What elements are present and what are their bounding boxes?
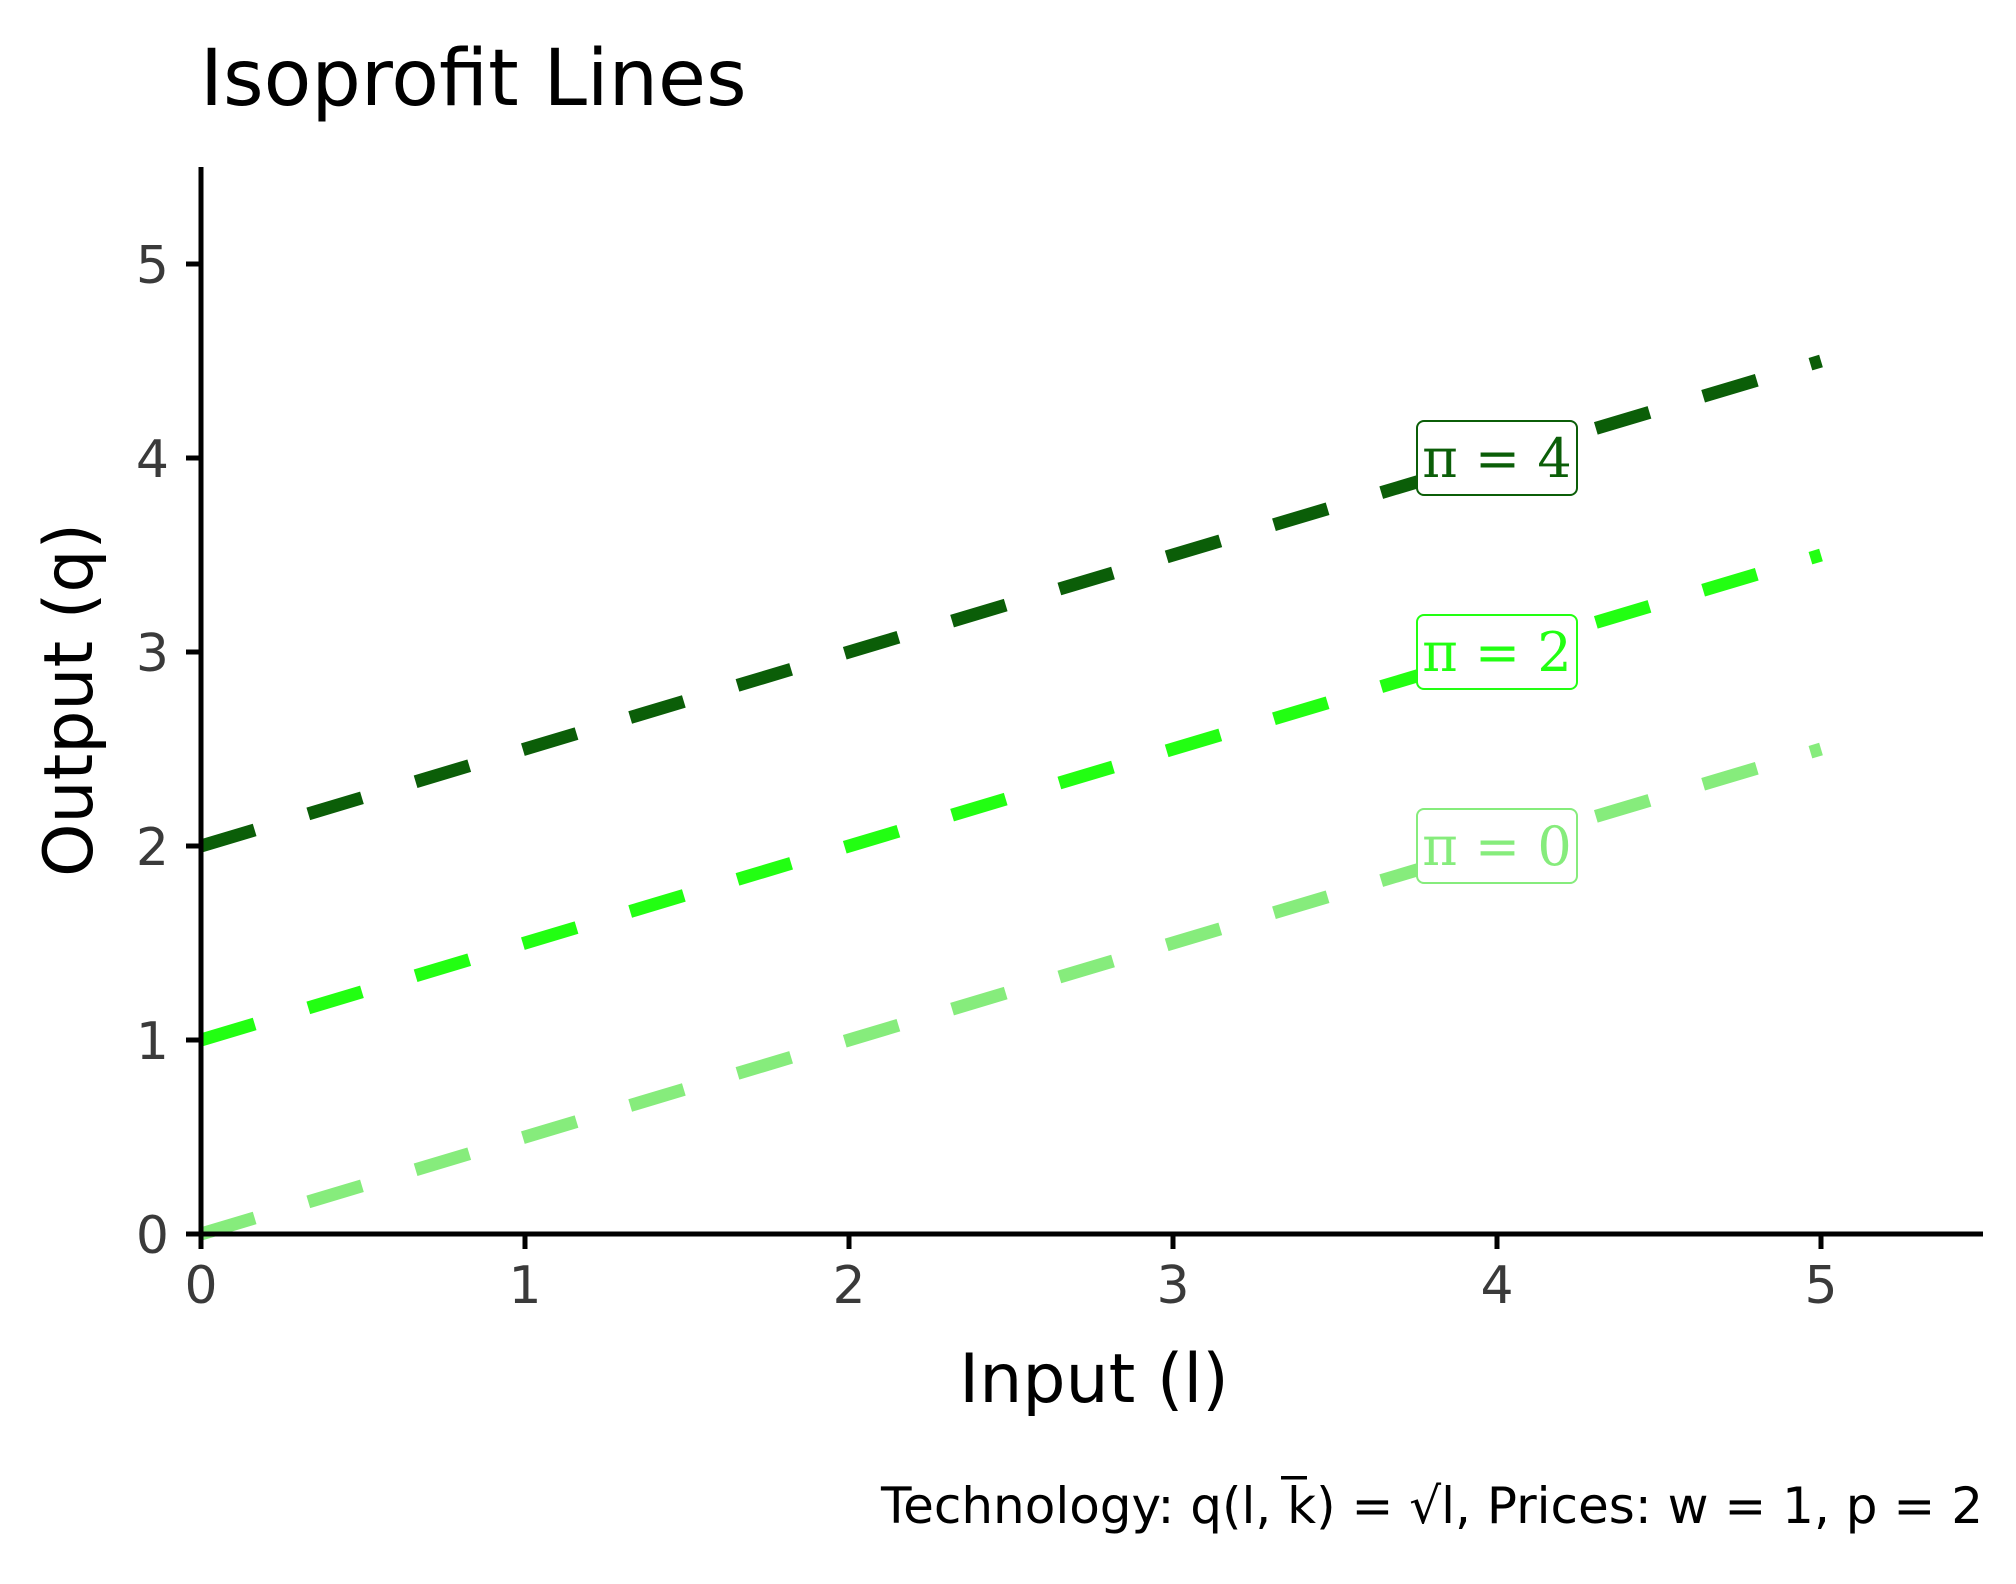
x-tick-label-3: 3	[1156, 1256, 1189, 1316]
y-tick-label-5: 5	[136, 236, 169, 296]
series-label-box-1	[1416, 614, 1578, 690]
label-layer: π = 0 π = 2 π = 4	[1416, 420, 1578, 884]
y-axis-label: Output (q)	[30, 523, 109, 877]
y-tick-label-0: 0	[136, 1206, 169, 1266]
x-ticks: 0 1 2 3 4 5	[184, 1234, 1838, 1316]
series-label-2: π = 4	[1422, 427, 1571, 490]
chart-title: Isoprofit Lines	[200, 34, 747, 124]
x-tick-label-4: 4	[1480, 1256, 1513, 1316]
series-label-box-2	[1416, 420, 1578, 496]
x-axis-label: Input (l)	[959, 1340, 1229, 1419]
x-tick-label-2: 2	[832, 1256, 865, 1316]
chart-caption: Technology: q(l, k̅) = √l, Prices: w = 1…	[880, 1476, 1983, 1535]
x-tick-label-5: 5	[1804, 1256, 1837, 1316]
y-tick-label-4: 4	[136, 430, 169, 490]
y-tick-label-2: 2	[136, 818, 169, 878]
series-label-box-0	[1416, 808, 1578, 884]
series-label-0: π = 0	[1422, 815, 1571, 878]
series-label-1: π = 2	[1422, 621, 1571, 684]
y-ticks: 0 1 2 3 4 5	[136, 236, 201, 1266]
series-layer	[199, 354, 1823, 1241]
x-tick-label-0: 0	[184, 1256, 217, 1316]
y-tick-label-1: 1	[136, 1012, 169, 1072]
y-tick-label-3: 3	[136, 624, 169, 684]
x-tick-label-1: 1	[508, 1256, 541, 1316]
